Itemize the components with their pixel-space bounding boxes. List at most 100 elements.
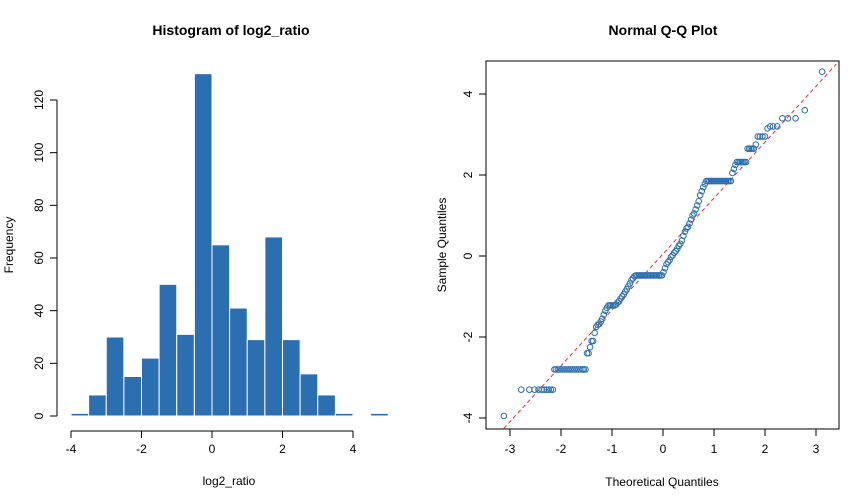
qq-point <box>589 337 597 345</box>
qq-point <box>769 123 777 130</box>
qq-plot-area <box>500 63 837 429</box>
qq-point <box>660 268 667 276</box>
histogram-bar <box>282 339 301 417</box>
histogram-bar <box>141 357 160 417</box>
histogram-x-tick-label: -4 <box>66 442 77 456</box>
histogram-y-tick-label: 0 <box>32 412 46 419</box>
qq-point <box>558 366 566 373</box>
qq-x-tick-label: -1 <box>607 442 618 456</box>
qq-point <box>792 115 799 122</box>
histogram-bar <box>264 236 283 417</box>
qq-point <box>556 366 564 373</box>
qq-point <box>628 277 635 284</box>
histogram-y-tick-label: 120 <box>32 90 46 110</box>
histogram-y-tick-label: 40 <box>32 304 46 318</box>
histogram-title: Histogram of log2_ratio <box>152 22 309 38</box>
qq-point <box>545 386 553 393</box>
histogram-bar <box>158 283 178 417</box>
histogram-panel: Histogram of log2_ratio -4 -2 0 2 4 0 20 40 60 8… <box>2 22 389 488</box>
qq-point <box>560 366 568 373</box>
qq-point <box>573 366 580 373</box>
qq-point <box>617 295 624 302</box>
qq-point <box>618 293 626 300</box>
histogram-bar <box>317 394 336 417</box>
histogram-bars <box>70 73 389 417</box>
qq-panel: Normal Q-Q Plot -3 -2 -1 0 1 2 3 -4 -2 0 2 4 Theor… <box>435 22 840 489</box>
qq-point <box>750 145 758 152</box>
qq-point <box>784 115 792 122</box>
qq-point <box>543 386 551 393</box>
histogram-bar <box>105 336 125 417</box>
histogram-bar <box>70 412 90 417</box>
qq-point <box>566 366 574 373</box>
qq-point <box>742 158 750 166</box>
qq-point <box>684 223 692 231</box>
histogram-x-tick-label: 4 <box>350 442 357 456</box>
qq-y-tick-label: 4 <box>461 90 475 97</box>
qq-point <box>599 315 606 323</box>
qq-point <box>675 242 683 250</box>
qq-x-tick-label: -3 <box>505 442 516 456</box>
qq-x-tick-label: 2 <box>762 442 769 456</box>
histogram-bar <box>229 307 248 417</box>
qq-y-tick-label: -2 <box>461 331 475 342</box>
qq-y-tick-label: 0 <box>461 252 475 259</box>
qq-y-tick-label: -4 <box>461 412 475 423</box>
histogram-bar <box>370 412 389 417</box>
qq-point <box>664 258 672 266</box>
qq-point <box>681 228 689 235</box>
qq-point <box>801 106 809 114</box>
qq-point <box>540 386 548 393</box>
qq-point <box>549 386 557 393</box>
qq-point <box>531 386 538 393</box>
qq-point <box>670 249 678 257</box>
qq-reference-line <box>502 63 837 429</box>
qq-point <box>585 349 592 357</box>
qq-point <box>699 183 707 191</box>
qq-point <box>818 68 826 76</box>
qq-point <box>517 386 525 393</box>
qq-y-label: Sample Quantiles <box>435 198 449 293</box>
histogram-bar <box>193 73 213 417</box>
qq-point <box>658 272 666 279</box>
qq-point <box>730 165 738 173</box>
qq-point <box>568 366 576 373</box>
histogram-y-tick-label: 80 <box>32 198 46 212</box>
qq-y-tick-label: 2 <box>461 171 475 178</box>
histogram-y-axis: 0 20 40 60 80 100 120 <box>32 90 58 419</box>
qq-point <box>626 280 634 287</box>
qq-point <box>582 366 589 373</box>
qq-point <box>663 260 670 268</box>
qq-x-tick-label: -2 <box>556 442 567 456</box>
qq-point <box>687 216 695 223</box>
qq-point <box>547 386 555 393</box>
qq-point <box>766 123 774 130</box>
histogram-x-tick-label: -2 <box>136 442 147 456</box>
qq-point <box>680 232 687 240</box>
qq-point <box>689 212 696 219</box>
histogram-y-tick-label: 20 <box>32 356 46 370</box>
qq-point <box>666 256 673 264</box>
qq-title: Normal Q-Q Plot <box>609 22 718 38</box>
qq-point <box>756 133 764 140</box>
qq-point <box>695 198 703 205</box>
qq-point <box>500 412 508 420</box>
qq-point <box>570 366 578 373</box>
qq-point <box>692 206 699 213</box>
qq-point <box>683 225 690 232</box>
histogram-y-tick-label: 60 <box>32 251 46 265</box>
qq-point <box>773 123 781 130</box>
qq-point <box>686 220 693 227</box>
qq-point <box>779 115 786 122</box>
qq-point <box>600 311 608 319</box>
histogram-bar <box>211 244 231 417</box>
histogram-bar <box>176 333 195 417</box>
qq-x-tick-label: 3 <box>813 442 820 456</box>
qq-point <box>564 366 572 373</box>
histogram-x-tick-label: 0 <box>209 442 216 456</box>
histogram-y-tick-label: 100 <box>32 142 46 162</box>
qq-point <box>591 329 598 337</box>
qq-point <box>552 366 560 373</box>
qq-point <box>667 253 675 261</box>
